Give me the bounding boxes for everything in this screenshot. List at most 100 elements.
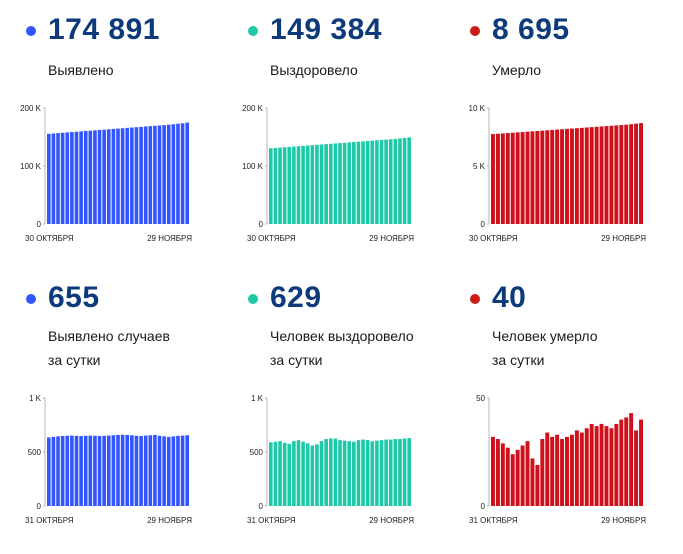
bar <box>166 124 171 224</box>
bar <box>356 440 361 506</box>
bar <box>560 439 565 506</box>
label-line: Выздоровело <box>270 62 358 78</box>
panel-deaths-total: 8 695 Умерло 0 5 K 10 K 30 ОКТЯБРЯ 29 НОЯБРЯ <box>444 0 668 270</box>
bar <box>505 133 510 224</box>
detected-total-chart: 0 100 K 200 K 30 ОКТЯБРЯ 29 НОЯБРЯ <box>20 104 192 243</box>
bar <box>500 133 505 224</box>
bar <box>579 127 584 224</box>
bar <box>361 141 365 224</box>
y-tick-label: 100 K <box>20 162 42 171</box>
bar <box>120 434 125 506</box>
bar <box>500 443 505 506</box>
bar <box>319 441 324 506</box>
bar <box>545 130 550 224</box>
deaths-total-chart: 0 5 K 10 K 30 ОКТЯБРЯ 29 НОЯБРЯ <box>469 104 647 243</box>
bar <box>111 435 116 506</box>
bar <box>407 438 411 506</box>
detected-total-value: 174 891 <box>48 13 160 46</box>
dot-icon <box>248 26 258 36</box>
bar <box>278 441 282 506</box>
bar <box>407 137 411 224</box>
bar <box>574 430 579 506</box>
bar <box>495 133 500 224</box>
bar <box>310 145 315 224</box>
bar <box>520 132 525 224</box>
bar <box>79 131 83 224</box>
bar <box>176 123 180 224</box>
x-start-label: 30 ОКТЯБРЯ <box>25 234 74 243</box>
bar <box>148 126 153 224</box>
bar <box>120 128 125 224</box>
x-end-label: 29 НОЯБРЯ <box>601 516 646 525</box>
bar <box>589 423 594 506</box>
dot-icon <box>248 294 258 304</box>
bar <box>370 140 375 224</box>
y-tick-label: 200 K <box>242 104 264 113</box>
deaths-daily-label: Человек умерло за сутки <box>492 324 598 372</box>
deaths-daily-value: 40 <box>492 281 527 314</box>
bar <box>540 439 545 506</box>
x-end-label: 29 НОЯБРЯ <box>601 234 646 243</box>
bar <box>370 441 375 506</box>
label-line: за сутки <box>270 352 323 368</box>
bar <box>51 436 56 506</box>
bar <box>624 124 629 224</box>
y-tick-label: 100 K <box>242 162 264 171</box>
y-tick-label: 1 K <box>29 394 42 403</box>
y-tick-label: 0 <box>259 502 264 511</box>
label-line: за сутки <box>492 352 545 368</box>
bar <box>125 127 130 224</box>
recovered-daily-label: Человек выздоровело за сутки <box>270 324 414 372</box>
recovered-daily-value: 629 <box>270 281 322 314</box>
bar <box>130 435 134 506</box>
bar <box>619 125 624 224</box>
bar <box>269 442 273 506</box>
bar <box>47 133 51 224</box>
bar <box>315 444 319 506</box>
label-line: Человек умерло <box>492 328 598 344</box>
bar <box>157 435 162 506</box>
bar <box>97 129 102 224</box>
bar <box>393 439 398 506</box>
y-tick-label: 0 <box>37 502 42 511</box>
x-end-label: 29 НОЯБРЯ <box>369 234 414 243</box>
bar <box>388 439 393 506</box>
bar <box>148 435 153 506</box>
bar <box>599 423 604 506</box>
bar <box>560 129 565 224</box>
bar <box>287 146 292 224</box>
bar <box>338 440 342 506</box>
bar <box>579 432 584 506</box>
bar <box>525 131 530 224</box>
recovered-total-label: Выздоровело <box>270 58 358 82</box>
bar <box>550 129 555 224</box>
y-tick-label: 0 <box>259 220 264 229</box>
recovered-daily-chart: 0 500 1 K 31 ОКТЯБРЯ 29 НОЯБРЯ <box>247 394 414 525</box>
bar <box>176 435 180 506</box>
bar <box>565 128 569 224</box>
bar <box>574 128 579 224</box>
bar <box>614 125 619 224</box>
bar <box>180 123 185 224</box>
bar <box>515 449 520 506</box>
bar <box>70 132 74 224</box>
bar <box>296 440 301 506</box>
bar <box>609 428 614 506</box>
bar <box>102 129 106 224</box>
bar <box>88 435 93 506</box>
bar <box>143 435 148 506</box>
bar <box>116 128 120 224</box>
bar <box>594 126 599 224</box>
bar <box>338 143 342 224</box>
bar <box>139 126 143 224</box>
bar <box>550 436 555 506</box>
bar <box>282 147 287 224</box>
bar <box>604 126 609 224</box>
detected-daily-value: 655 <box>48 281 100 314</box>
bar <box>604 426 609 506</box>
bar <box>153 125 157 224</box>
bar <box>65 132 70 224</box>
bar <box>361 439 365 506</box>
bar <box>328 143 333 224</box>
bar <box>609 125 614 224</box>
